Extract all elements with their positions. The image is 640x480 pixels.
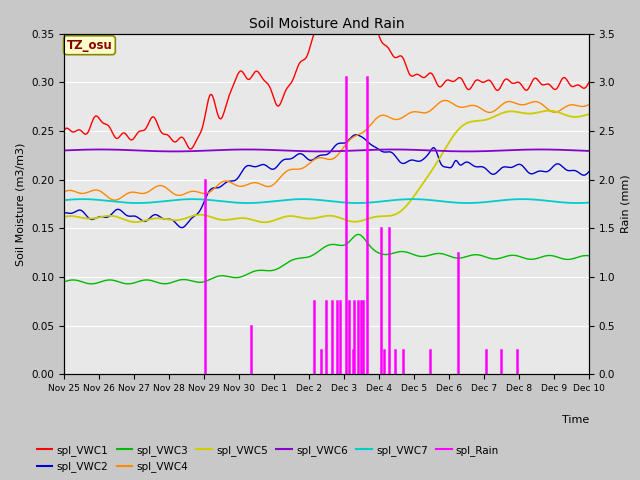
Legend: spl_VWC1, spl_VWC2, spl_VWC3, spl_VWC4, spl_VWC5, spl_VWC6, spl_VWC7, spl_Rain: spl_VWC1, spl_VWC2, spl_VWC3, spl_VWC4, … [33,441,503,476]
Text: TZ_osu: TZ_osu [67,39,113,52]
Y-axis label: Rain (mm): Rain (mm) [621,175,630,233]
Text: Time: Time [561,415,589,425]
Title: Soil Moisture And Rain: Soil Moisture And Rain [248,17,404,31]
Y-axis label: Soil Moisture (m3/m3): Soil Moisture (m3/m3) [15,142,26,266]
